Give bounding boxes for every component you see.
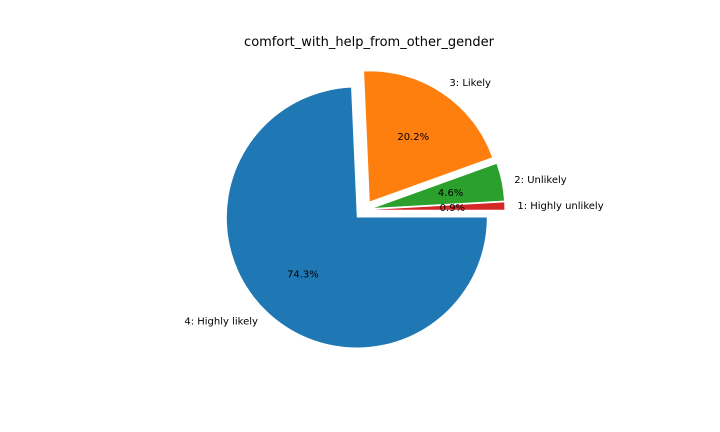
pie-slices	[226, 71, 505, 348]
pie-category-label: 4: Highly likely	[184, 316, 258, 327]
pie-category-label: 2: Unlikely	[514, 175, 566, 186]
pie-slice-3-likely	[364, 71, 493, 202]
chart-title: comfort_with_help_from_other_gender	[244, 35, 495, 50]
pie-labels: 0.9% 1: Highly unlikely 4.6% 2: Unlikely 20.…	[184, 78, 603, 327]
pie-percent-label: 20.2%	[397, 132, 429, 143]
pie-percent-label: 0.9%	[440, 203, 465, 214]
pie-category-label: 3: Likely	[449, 78, 491, 89]
pie-percent-label: 4.6%	[438, 188, 463, 199]
pie-category-label: 1: Highly unlikely	[517, 201, 603, 212]
pie-slice-2-unlikely	[374, 163, 504, 208]
pie-slice-1-highly-unlikely	[374, 202, 505, 210]
pie-slice-4-highly-likely	[226, 87, 487, 348]
pie-percent-label: 74.3%	[287, 269, 319, 280]
